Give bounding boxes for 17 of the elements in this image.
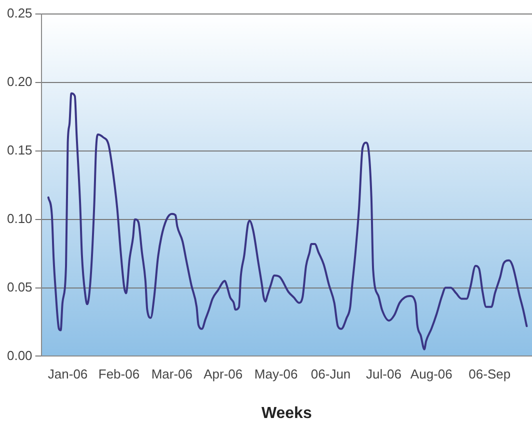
y-tick-label: 0.10 bbox=[6, 210, 32, 226]
x-tick-label: Jan-06 bbox=[48, 366, 88, 382]
x-tick-label: Mar-06 bbox=[151, 366, 193, 382]
y-tick-label: 0.20 bbox=[6, 74, 32, 90]
y-tick-label: 0.15 bbox=[6, 142, 32, 158]
y-tick-label: 0.25 bbox=[6, 6, 32, 21]
x-axis-title: Weeks bbox=[261, 404, 312, 422]
line-series bbox=[47, 92, 528, 350]
x-tick-label: Feb-06 bbox=[98, 366, 140, 382]
x-tick-label: 06-Sep bbox=[468, 366, 511, 382]
x-tick-label: Apr-06 bbox=[204, 366, 243, 382]
y-tick-label: 0.00 bbox=[6, 348, 32, 363]
x-tick-label: Jul-06 bbox=[366, 366, 402, 382]
x-tick-label: 06-Jun bbox=[310, 366, 351, 382]
x-tick-label: May-06 bbox=[254, 366, 298, 382]
x-tick-label: Aug-06 bbox=[410, 366, 452, 382]
y-tick-label: 0.05 bbox=[6, 279, 32, 294]
